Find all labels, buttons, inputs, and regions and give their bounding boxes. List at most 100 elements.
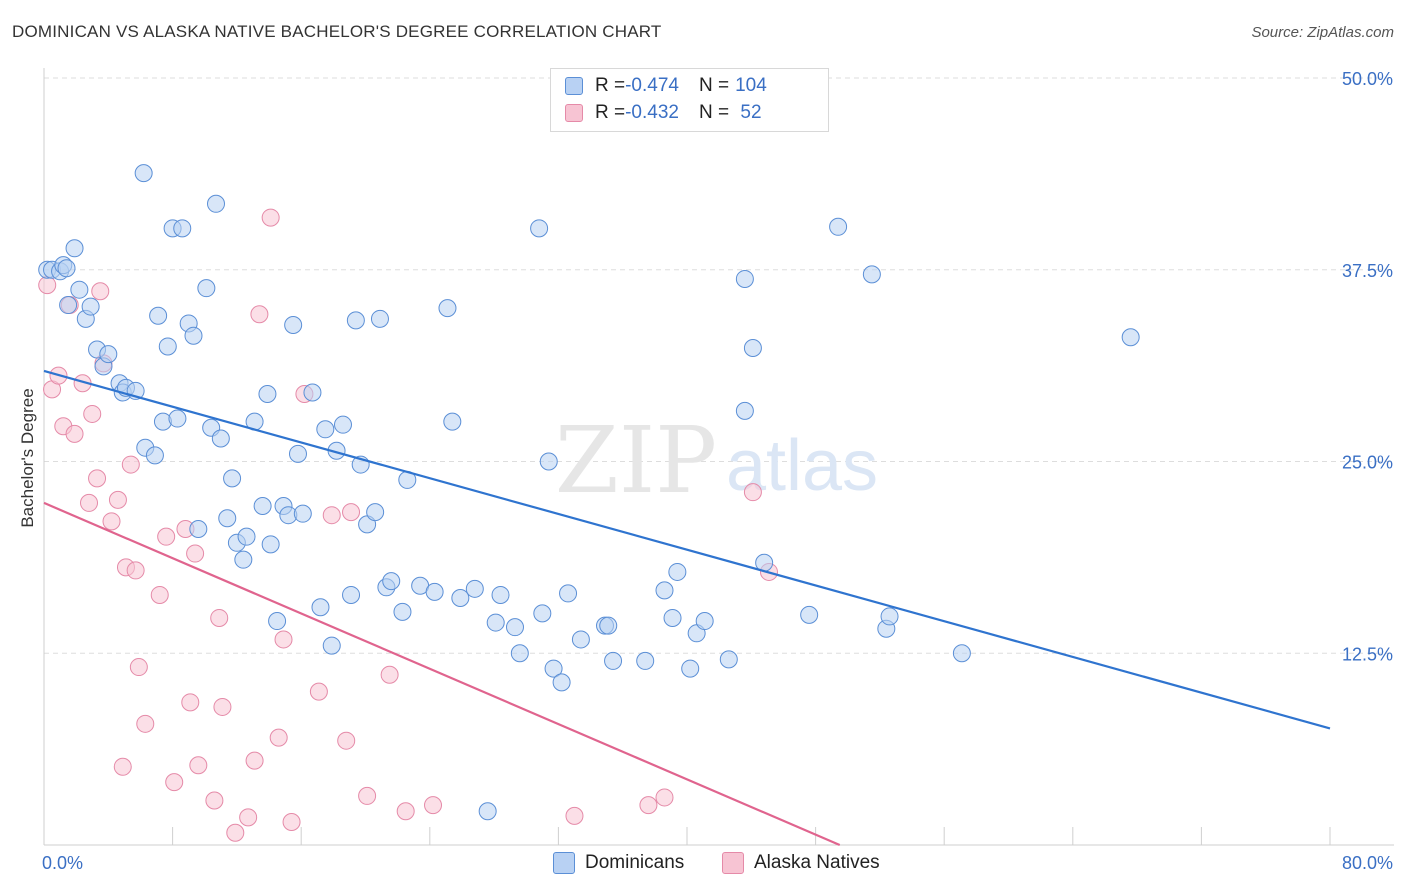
dominicans-points bbox=[38, 164, 1140, 821]
dominicans-point bbox=[530, 219, 549, 238]
dominicans-point bbox=[478, 802, 497, 821]
dominicans-point bbox=[491, 585, 510, 604]
dominicans-point bbox=[207, 194, 226, 213]
watermark-zip: ZIP bbox=[555, 407, 717, 514]
alaska-natives-point bbox=[245, 751, 264, 770]
dominicans-point bbox=[57, 259, 76, 278]
alaska-natives-point bbox=[342, 503, 361, 522]
alaska-natives-point bbox=[189, 756, 208, 775]
alaska-natives-point bbox=[129, 658, 148, 677]
alaska-natives-point bbox=[274, 630, 293, 649]
alaska-natives-point bbox=[322, 506, 341, 525]
dominicans-point bbox=[533, 604, 552, 623]
alaska-natives-trend-line bbox=[43, 501, 841, 847]
alaska-natives-point bbox=[655, 788, 674, 807]
dominicans-point bbox=[258, 385, 277, 404]
dominicans-point bbox=[559, 584, 578, 603]
alaska-natives-point bbox=[113, 757, 132, 776]
alaska-natives-point bbox=[210, 608, 229, 627]
dominicans-point bbox=[237, 527, 256, 546]
dominicans-point bbox=[735, 269, 754, 288]
alaska-natives-point bbox=[186, 544, 205, 563]
series-legend: Dominicans Alaska Natives bbox=[0, 852, 1406, 878]
dominicans-trend-line bbox=[43, 369, 1331, 730]
dominicans-point bbox=[719, 650, 738, 669]
dominicans-point bbox=[382, 572, 401, 591]
dominicans-point bbox=[465, 579, 484, 598]
dominicans-point bbox=[743, 338, 762, 357]
tick-labels: 12.5% 25.0% 37.5% 50.0% 0.0% 80.0% bbox=[42, 69, 1393, 873]
dominicans-point bbox=[668, 562, 687, 581]
dominicans-point bbox=[443, 412, 462, 431]
dominicans-point bbox=[735, 401, 754, 420]
dominicans-point bbox=[604, 651, 623, 670]
dominicans-point bbox=[599, 616, 618, 635]
dominicans-point bbox=[333, 415, 352, 434]
alaska-natives-point bbox=[743, 483, 762, 502]
alaska-natives-point bbox=[108, 490, 127, 509]
dominicans-point bbox=[800, 605, 819, 624]
legend-n-value: 104 bbox=[735, 75, 767, 96]
dominicans-point bbox=[342, 585, 361, 604]
alaska-natives-point bbox=[91, 282, 110, 301]
x-tick-label: 80.0% bbox=[1342, 853, 1393, 873]
alaska-natives-point bbox=[165, 773, 184, 792]
dominicans-point bbox=[268, 612, 287, 631]
chart-source: Source: ZipAtlas.com bbox=[1251, 24, 1394, 41]
legend-row-alaska-natives: R = -0.432 N = 52 bbox=[565, 100, 762, 126]
alaska-natives-point bbox=[358, 786, 377, 805]
dominicans-point bbox=[311, 598, 330, 617]
trend-lines bbox=[43, 369, 1331, 847]
dominicans-point bbox=[316, 420, 335, 439]
alaska-natives-point bbox=[181, 693, 200, 712]
dominicans-point bbox=[81, 297, 100, 316]
alaska-natives-point bbox=[136, 714, 155, 733]
dominicans-point bbox=[552, 673, 571, 692]
dominicans-point bbox=[284, 315, 303, 334]
alaska-natives-point bbox=[226, 823, 245, 842]
alaska-natives-point bbox=[282, 812, 301, 831]
legend-n-label: N = bbox=[698, 75, 730, 96]
dominicans-point bbox=[173, 219, 192, 238]
y-tick-label: 25.0% bbox=[1342, 453, 1393, 473]
legend-label-alaska-natives: Alaska Natives bbox=[754, 852, 880, 873]
dominicans-point bbox=[223, 469, 242, 488]
dominicans-point bbox=[451, 589, 470, 608]
legend-swatch-blue bbox=[565, 77, 583, 95]
dominicans-point bbox=[681, 659, 700, 678]
alaska-natives-point bbox=[102, 512, 121, 531]
dominicans-point bbox=[346, 311, 365, 330]
alaska-natives-point bbox=[309, 682, 328, 701]
alaska-natives-point bbox=[565, 806, 584, 825]
dominicans-point bbox=[952, 644, 971, 663]
dominicans-point bbox=[370, 309, 389, 328]
alaska-natives-point bbox=[83, 404, 102, 423]
dominicans-point bbox=[70, 280, 89, 299]
alaska-natives-point bbox=[38, 276, 57, 295]
dominicans-point bbox=[663, 608, 682, 627]
alaska-natives-point bbox=[337, 731, 356, 750]
legend-swatch-pink bbox=[565, 104, 583, 122]
alaska-natives-point bbox=[424, 796, 443, 815]
alaska-natives-point bbox=[205, 791, 224, 810]
axes bbox=[43, 68, 1394, 846]
alaska-natives-point bbox=[126, 561, 145, 580]
legend-row-dominicans: R = -0.474 N = 104 bbox=[565, 73, 767, 99]
dominicans-point bbox=[288, 444, 307, 463]
dominicans-point bbox=[425, 582, 444, 601]
alaska-natives-point bbox=[380, 665, 399, 684]
dominicans-point bbox=[862, 265, 881, 284]
dominicans-point bbox=[197, 279, 216, 298]
dominicans-point bbox=[65, 239, 84, 258]
dominicans-point bbox=[99, 345, 118, 364]
legend-item-dominicans[interactable]: Dominicans bbox=[553, 852, 684, 874]
dominicans-point bbox=[134, 164, 153, 183]
dominicans-point bbox=[571, 630, 590, 649]
legend-r-label: R = bbox=[595, 75, 626, 96]
legend-item-alaska-natives[interactable]: Alaska Natives bbox=[722, 852, 880, 874]
y-tick-label: 37.5% bbox=[1342, 261, 1393, 281]
dominicans-point bbox=[695, 612, 714, 631]
dominicans-point bbox=[253, 496, 272, 515]
dominicans-point bbox=[505, 618, 524, 637]
